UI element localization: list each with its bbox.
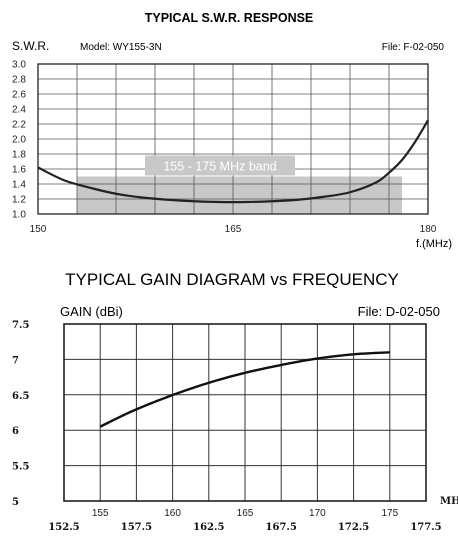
swr-frame xyxy=(37,63,429,215)
swr-y-tick-label-4: 1.8 xyxy=(12,150,26,161)
swr-y-tick-label-0: 1.0 xyxy=(12,210,26,221)
swr-y-tick-label-6: 2.2 xyxy=(12,120,26,131)
gain-y-tick-label-4: 7 xyxy=(12,355,19,366)
gain-y-tick-label-3: 6.5 xyxy=(12,391,29,402)
swr-y-tick-label-8: 2.6 xyxy=(12,90,26,101)
gain-chart-title: TYPICAL GAIN DIAGRAM vs FREQUENCY xyxy=(65,270,399,289)
swr-series-line xyxy=(37,119,429,204)
gain-x-tick-bottom-2: 162.5 xyxy=(193,522,224,533)
swr-x-axis-label: f.(MHz) xyxy=(416,238,452,250)
gain-x-tick-bottom-0: 152.5 xyxy=(48,522,79,533)
swr-chart-title: TYPICAL S.W.R. RESPONSE xyxy=(145,11,314,25)
swr-y-tick-label-1: 1.2 xyxy=(12,195,26,206)
gain-y-axis-label: GAIN (dBi) xyxy=(60,304,123,319)
gain-x-tick-bottom-3: 167.5 xyxy=(266,522,297,533)
gain-plot-area: 5 5.5 6 6.5 7 7.5 155 160 165 170 175 152.5 157.5 162… xyxy=(12,320,442,533)
gain-file-label: File: D-02-050 xyxy=(358,304,440,319)
swr-plot-area: 155 - 175 MHz band 1.0 1.2 1.4 1.6 1.8 2.0 2.2 2… xyxy=(12,60,437,236)
swr-band-label-box xyxy=(145,155,295,176)
gain-x-tick-bottom-1: 157.5 xyxy=(121,522,152,533)
swr-y-tick-label-2: 1.4 xyxy=(12,180,26,191)
swr-y-tick-label-3: 1.6 xyxy=(12,165,26,176)
gain-frame xyxy=(63,323,427,502)
gain-x-tick-top-1: 160 xyxy=(164,508,181,519)
swr-y-tick-label-5: 2.0 xyxy=(12,135,26,146)
gain-series-line xyxy=(99,351,390,428)
gain-y-tick-label-1: 5.5 xyxy=(12,462,29,473)
swr-y-axis-label: S.W.R. xyxy=(12,39,49,53)
swr-model-label: Model: WY155-3N xyxy=(80,42,162,53)
swr-y-tick-label-7: 2.4 xyxy=(12,105,26,116)
swr-file-label: File: F-02-050 xyxy=(382,42,445,53)
gain-x-tick-top-3: 170 xyxy=(309,508,326,519)
swr-y-tick-label-9: 2.8 xyxy=(12,75,26,86)
gain-x-tick-bottom-4: 172.5 xyxy=(338,522,369,533)
gain-x-axis-label: MHz xyxy=(440,496,458,507)
gain-x-tick-top-2: 165 xyxy=(237,508,254,519)
gain-y-tick-label-5: 7.5 xyxy=(12,320,29,331)
gain-x-tick-top-4: 175 xyxy=(381,508,398,519)
swr-band-label: 155 - 175 MHz band xyxy=(163,160,276,174)
gain-x-tick-top-0: 155 xyxy=(92,508,109,519)
swr-x-tick-label-0: 150 xyxy=(30,224,47,235)
swr-x-tick-label-1: 165 xyxy=(225,224,242,235)
gain-y-tick-label-0: 5 xyxy=(12,497,19,508)
gain-y-tick-label-2: 6 xyxy=(12,426,19,437)
swr-x-tick-label-2: 180 xyxy=(420,224,437,235)
gain-x-tick-bottom-5: 177.5 xyxy=(410,522,441,533)
swr-y-tick-label-10: 3.0 xyxy=(12,60,26,71)
